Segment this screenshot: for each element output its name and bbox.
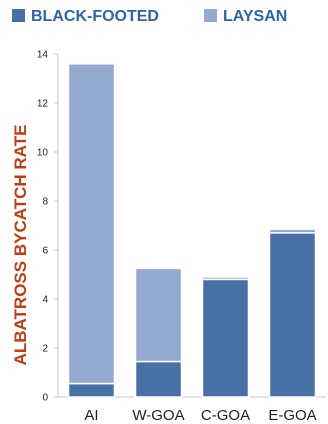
y-axis-label: ALBATROSS BYCATCH RATE <box>11 125 30 366</box>
bar-E-GOA-laysan <box>268 228 317 234</box>
legend-swatch-0 <box>12 9 25 22</box>
y-tick-label: 10 <box>37 148 49 159</box>
bar-C-GOA-black-footed <box>201 278 250 398</box>
y-tick-label: 2 <box>42 344 48 355</box>
bar-E-GOA-black-footed <box>268 232 317 398</box>
x-tick-label: W-GOA <box>132 407 184 424</box>
x-tick-label: AI <box>84 407 98 424</box>
legend-swatch-1 <box>204 9 217 22</box>
bars <box>67 63 317 398</box>
x-tick-label: E-GOA <box>268 407 316 424</box>
bar-C-GOA-laysan <box>201 276 250 281</box>
y-tick-label: 6 <box>42 246 48 257</box>
bar-AI-black-footed <box>67 382 116 398</box>
x-tick-label: C-GOA <box>201 407 250 424</box>
y-tick-label: 4 <box>42 295 48 306</box>
bar-AI-laysan <box>67 63 116 385</box>
legend-label-1: LAYSAN <box>223 8 287 25</box>
bar-W-GOA-black-footed <box>134 360 183 398</box>
y-tick-label: 14 <box>37 50 49 61</box>
y-axis-ticks: 0 2 4 6 8 10 12 14 <box>37 50 58 404</box>
legend-label-0: BLACK-FOOTED <box>31 8 159 25</box>
bar-W-GOA-laysan <box>134 267 183 363</box>
legend: BLACK-FOOTED LAYSAN <box>12 8 287 25</box>
y-tick-label: 0 <box>42 393 48 404</box>
y-tick-label: 8 <box>42 197 48 208</box>
y-tick-label: 12 <box>37 99 49 110</box>
x-axis-ticks: AI W-GOA C-GOA E-GOA <box>84 407 316 424</box>
